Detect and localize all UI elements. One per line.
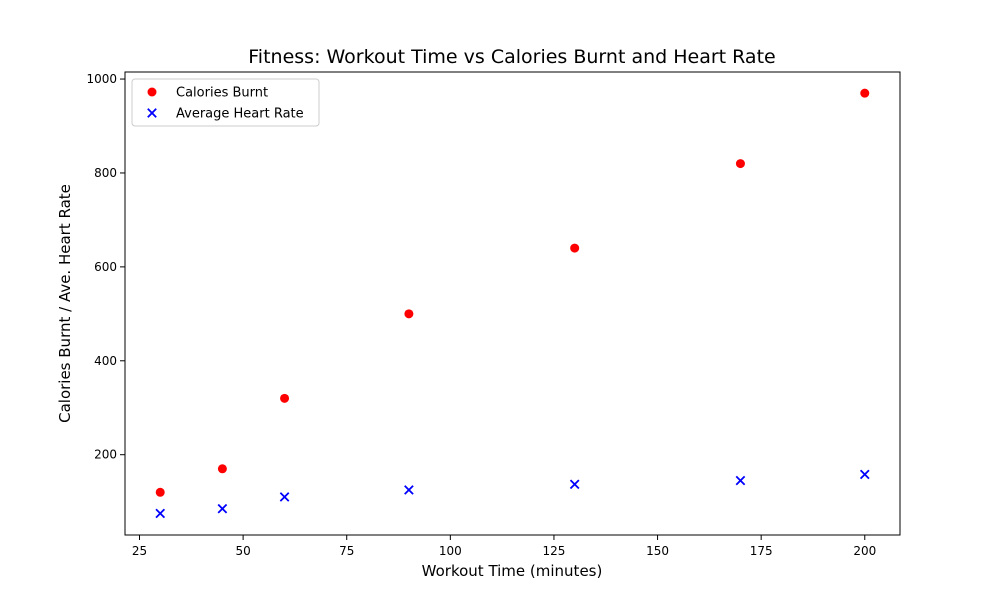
legend-label: Calories Burnt (176, 86, 268, 101)
series-average-heart-rate (155, 469, 870, 519)
data-point-calories (570, 243, 580, 253)
data-point-heart-rate (217, 503, 228, 514)
data-points (155, 88, 870, 519)
x-tick-label: 125 (542, 544, 565, 558)
y-tick-label: 1000 (86, 72, 117, 86)
y-tick-label: 200 (94, 448, 117, 462)
x-tick-label: 150 (646, 544, 669, 558)
data-point-heart-rate (735, 475, 746, 486)
y-tick-label: 400 (94, 354, 117, 368)
chart-title: Fitness: Workout Time vs Calories Burnt … (248, 46, 775, 68)
x-tick-label: 75 (339, 544, 354, 558)
data-point-calories (735, 159, 745, 169)
data-point-heart-rate (404, 485, 414, 495)
data-point-calories (404, 309, 414, 319)
x-tick-label: 175 (750, 544, 773, 558)
data-point-calories (155, 487, 165, 497)
legend-marker-calories (147, 87, 157, 97)
y-axis-ticks: 200 400 600 800 1000 (86, 72, 125, 462)
legend-label: Average Heart Rate (176, 107, 304, 122)
legend-box (131, 78, 320, 127)
data-point-calories (217, 464, 227, 474)
data-point-heart-rate (279, 492, 290, 502)
legend-marker-heart-rate (147, 108, 157, 118)
data-point-heart-rate (569, 479, 580, 490)
y-tick-label: 800 (94, 166, 117, 180)
x-tick-label: 200 (853, 544, 876, 558)
x-tick-label: 50 (235, 544, 250, 558)
x-axis-label: Workout Time (minutes) (422, 562, 603, 580)
x-tick-label: 100 (439, 544, 462, 558)
plot-frame (124, 71, 901, 536)
series-calories-burnt (155, 88, 870, 497)
y-tick-label: 600 (94, 260, 117, 274)
x-axis-ticks: 25 50 75 100 125 150 175 200 (132, 535, 876, 558)
legend: Calories Burnt Average Heart Rate (131, 78, 320, 127)
axes (124, 71, 901, 536)
data-point-heart-rate (859, 469, 870, 480)
data-point-calories (280, 393, 290, 403)
data-point-heart-rate (155, 508, 166, 519)
y-axis-label: Calories Burnt / Ave. Heart Rate (56, 184, 74, 423)
data-point-calories (860, 88, 870, 98)
x-tick-label: 25 (132, 544, 147, 558)
